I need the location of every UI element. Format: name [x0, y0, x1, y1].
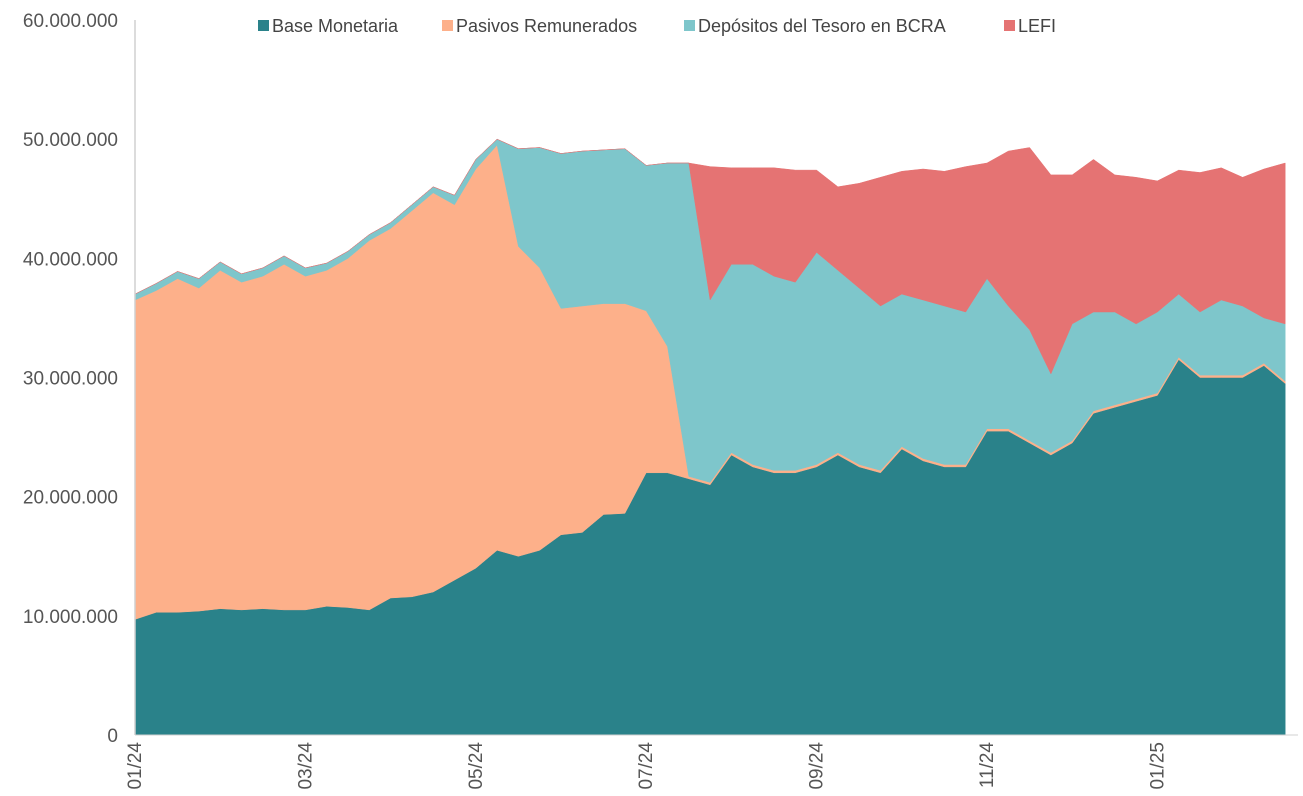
legend-swatch	[1004, 20, 1015, 31]
y-tick-label: 10.000.000	[23, 607, 118, 628]
x-tick-label: 05/24	[466, 742, 487, 790]
y-tick-label: 40.000.000	[23, 249, 118, 270]
x-tick-label: 07/24	[636, 742, 657, 790]
y-tick-label: 20.000.000	[23, 488, 118, 509]
y-tick-label: 50.000.000	[23, 130, 118, 151]
y-tick-label: 0	[107, 726, 118, 747]
legend-swatch	[684, 20, 695, 31]
x-tick-label: 01/25	[1147, 742, 1168, 790]
legend-label: LEFI	[1018, 16, 1056, 36]
legend-label: Depósitos del Tesoro en BCRA	[698, 16, 946, 36]
legend-label: Pasivos Remunerados	[456, 16, 637, 36]
area	[134, 138, 1286, 375]
plot-area	[134, 138, 1286, 736]
x-tick-label: 01/24	[125, 742, 146, 790]
y-tick-label: 60.000.000	[23, 11, 118, 32]
legend-swatch	[258, 20, 269, 31]
x-tick-label: 03/24	[295, 742, 316, 790]
legend-label: Base Monetaria	[272, 16, 399, 36]
x-tick-label: 11/24	[977, 742, 998, 789]
y-tick-label: 30.000.000	[23, 369, 118, 390]
x-tick-label: 09/24	[807, 742, 828, 790]
legend-swatch	[442, 20, 453, 31]
